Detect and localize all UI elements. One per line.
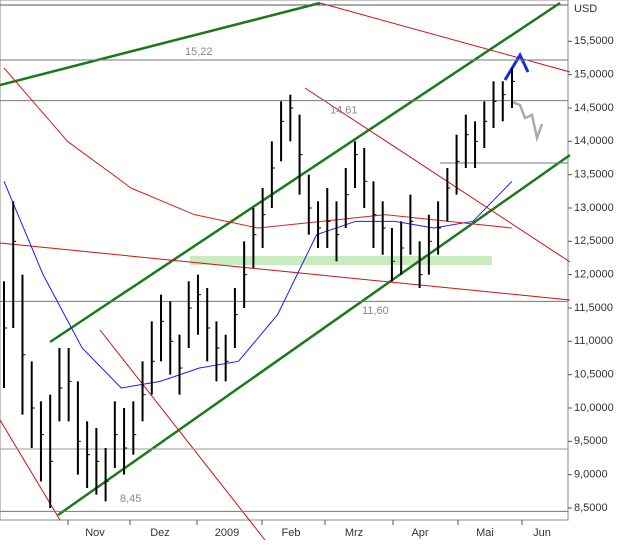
y-tick-label: 9,5000 [574,435,608,447]
x-tick-label: Nov [85,527,105,539]
y-tick-label: 13,5000 [574,169,614,181]
x-tick-label: Dez [150,527,170,539]
trend-line [304,87,571,263]
y-tick-label: 14,0000 [574,135,614,147]
trend-line [0,242,571,301]
level-label: 15,22 [185,46,213,58]
y-tick-label: 11,5000 [574,302,613,314]
y-tick-label: 12,5000 [574,235,614,247]
level-label: 8,45 [120,493,141,505]
y-tick-label: 15,0000 [574,69,614,81]
level-label: 14,61 [330,105,358,117]
x-tick-label: Mai [476,527,494,539]
x-tick-label: Jun [533,527,551,539]
y-tick-label: 9,0000 [574,469,608,481]
x-tick-label: Apr [411,527,428,539]
projection-up [503,51,530,81]
y-tick-label: 10,0000 [574,402,614,414]
moving-average [3,180,513,389]
y-tick-label: 8,5000 [574,502,608,514]
level-label: 11,60 [362,305,389,317]
moving-average [3,67,513,229]
y-tick-label: 11,0000 [574,335,613,347]
currency: USD [574,3,597,15]
x-tick-label: 2009 [215,527,239,539]
y-tick-label: 12,0000 [574,269,614,281]
support-zone [190,256,492,265]
y-tick-label: 10,5000 [574,369,614,381]
y-tick-label: 13,0000 [574,202,614,214]
x-tick-label: Feb [282,527,301,539]
trend-line [0,1,321,87]
projection-alt [511,100,544,143]
trend-line [57,153,571,517]
x-tick-label: Mrz [345,527,363,539]
y-tick-label: 15,5000 [574,35,614,47]
y-tick-label: 14,5000 [574,102,614,114]
trend-line [99,329,266,541]
